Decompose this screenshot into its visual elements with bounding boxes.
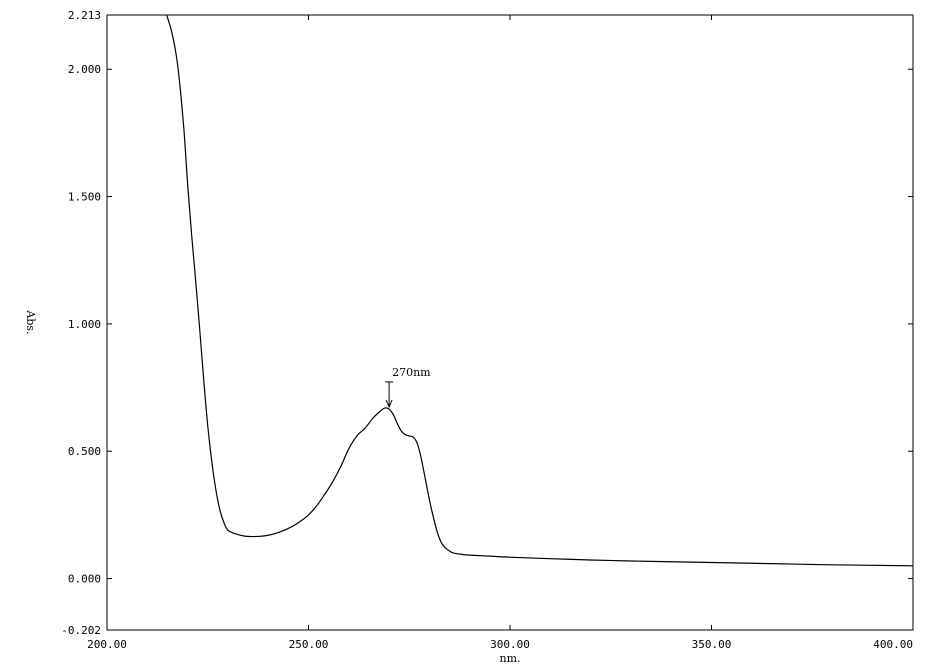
peak-label: 270nm <box>392 366 431 379</box>
plot-area-border <box>106 14 914 631</box>
y-tick-label: 1.500 <box>68 191 101 204</box>
x-axis-label: nm. <box>499 652 520 665</box>
y-axis-ticks: -0.202 0.000 0.500 1.000 1.500 2.000 2.213 <box>61 9 913 637</box>
x-tick-label: 400.00 <box>873 638 913 651</box>
x-tick-label: 300.00 <box>490 638 530 651</box>
y-axis-label: Abs. <box>24 309 37 334</box>
y-tick-label: 2.213 <box>68 9 101 22</box>
absorbance-line <box>166 15 913 567</box>
annotations: 270nm <box>385 366 431 409</box>
y-tick-label: 2.000 <box>68 63 101 76</box>
y-tick-label: 0.000 <box>68 573 101 586</box>
series-group <box>166 15 913 567</box>
y-tick-label: 1.000 <box>68 318 101 331</box>
x-axis-ticks: 200.00 250.00 300.00 350.00 400.00 <box>87 15 914 651</box>
x-tick-label: 350.00 <box>692 638 732 651</box>
plot-frame <box>106 14 914 631</box>
x-tick-label: 200.00 <box>87 638 127 651</box>
y-tick-label: 0.500 <box>68 445 101 458</box>
x-tick-label: 250.00 <box>289 638 329 651</box>
peak-arrow-head <box>385 399 393 409</box>
y-tick-label: -0.202 <box>61 624 101 637</box>
